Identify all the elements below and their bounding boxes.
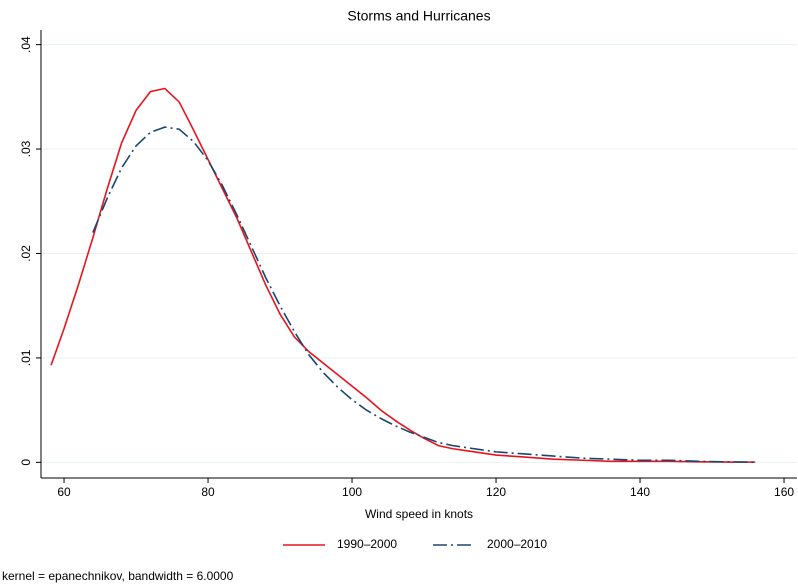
series-line xyxy=(50,87,756,463)
legend-label: 1990–2000 xyxy=(337,537,397,551)
x-tick-label: 60 xyxy=(57,485,71,499)
x-tick-label: 100 xyxy=(342,485,362,499)
note: kernel = epanechnikov, bandwidth = 6.000… xyxy=(2,569,234,583)
series-line xyxy=(92,126,756,463)
x-axis-title: Wind speed in knots xyxy=(365,507,473,521)
chart-title: Storms and Hurricanes xyxy=(347,8,490,24)
y-tick-label: 0 xyxy=(19,459,33,466)
legend-label: 2000–2010 xyxy=(487,537,547,551)
x-tick-label: 80 xyxy=(201,485,215,499)
x-tick-label: 160 xyxy=(774,485,794,499)
y-tick-label: .01 xyxy=(19,349,33,366)
x-tick-label: 120 xyxy=(486,485,506,499)
y-tick-label: .03 xyxy=(19,140,33,157)
y-tick-label: .04 xyxy=(19,36,33,53)
x-tick-label: 140 xyxy=(630,485,650,499)
y-tick-label: .02 xyxy=(19,245,33,262)
